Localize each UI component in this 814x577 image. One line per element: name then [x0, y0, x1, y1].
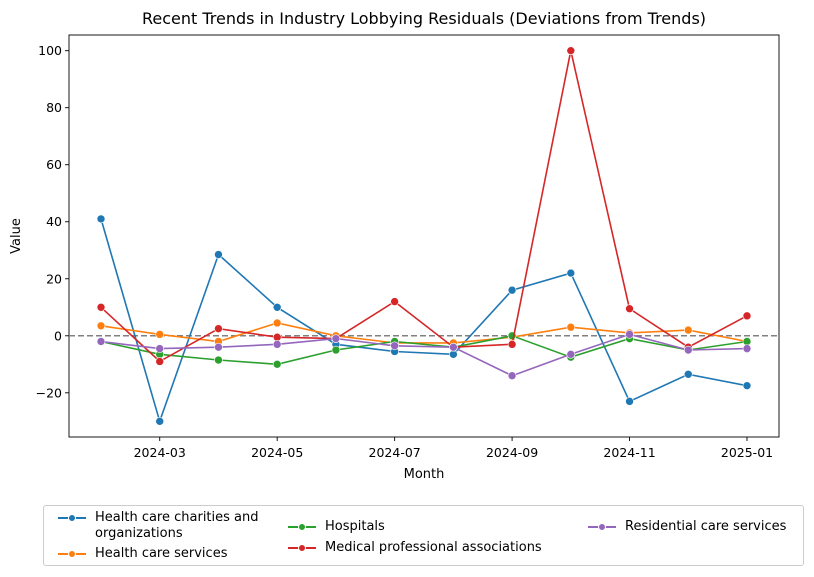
legend: Health care charities and organizations … [43, 505, 804, 566]
data-point [96, 321, 106, 331]
x-tick-label: 2025-01 [721, 445, 773, 460]
data-point [683, 325, 693, 335]
series-line [100, 322, 748, 344]
data-point [214, 250, 223, 259]
data-point [742, 337, 752, 346]
series-2 [96, 331, 752, 369]
data-point [507, 285, 517, 295]
data-point [566, 46, 576, 55]
series-line [100, 334, 748, 366]
data-point [449, 342, 458, 352]
data-point [625, 330, 634, 339]
y-axis-label: Value [9, 218, 24, 254]
series-line [100, 50, 748, 363]
series-line [100, 333, 748, 377]
data-point [507, 340, 517, 349]
legend-label: Hospitals [325, 519, 385, 534]
legend-swatch-residential-care [588, 519, 616, 535]
data-point [390, 297, 399, 306]
data-point [272, 332, 282, 342]
y-tick-label: 100 [38, 43, 62, 58]
legend-label: Health care charities and organizations [95, 510, 259, 541]
data-point [96, 302, 106, 312]
legend-swatch-health-care-charities [58, 510, 86, 526]
data-point [96, 214, 106, 224]
series-0 [96, 214, 752, 426]
data-point [507, 371, 517, 381]
x-tick-label: 2024-09 [486, 445, 538, 460]
data-point [566, 322, 576, 332]
legend-swatch-medical-professional [288, 540, 316, 556]
legend-item-hospitals: Hospitals [288, 519, 385, 535]
chart-title: Recent Trends in Industry Lobbying Resid… [142, 9, 706, 28]
x-axis-label: Month [404, 467, 445, 482]
legend-item-health-care-charities: Health care charities and organizations [58, 510, 259, 542]
data-point [625, 397, 634, 406]
x-tick-label: 2024-03 [134, 445, 186, 460]
legend-swatch-health-care-services [58, 546, 86, 562]
data-point [155, 417, 165, 426]
legend-label: Health care services [95, 546, 228, 561]
data-point [742, 344, 752, 353]
data-point [742, 311, 752, 321]
y-tick-label: 0 [54, 328, 62, 343]
data-point [155, 357, 165, 366]
y-tick-label: 20 [46, 271, 62, 286]
data-point [683, 345, 693, 355]
legend-item-medical-professional: Medical professional associations [288, 540, 542, 556]
data-point [214, 342, 223, 352]
y-tick-label: 80 [46, 100, 62, 115]
data-point [155, 344, 165, 353]
y-tick-label: 40 [46, 214, 62, 229]
data-point [625, 304, 634, 314]
data-point [683, 369, 693, 379]
data-point [155, 330, 165, 339]
data-point [449, 350, 458, 359]
x-tick-label: 2024-05 [251, 445, 303, 460]
y-tick-label: 60 [46, 157, 62, 172]
data-point [272, 359, 282, 369]
data-point [96, 337, 106, 346]
legend-label: Residential care services [625, 519, 787, 534]
data-point [272, 340, 282, 349]
data-point [272, 318, 282, 328]
data-point [566, 350, 576, 359]
x-tick-label: 2024-11 [603, 445, 655, 460]
data-point [272, 302, 282, 312]
data-point [214, 324, 223, 333]
data-point [331, 334, 341, 343]
legend-swatch-hospitals [288, 519, 316, 535]
legend-item-health-care-services: Health care services [58, 546, 227, 562]
series-line [100, 218, 748, 424]
data-point [742, 381, 752, 390]
data-point [331, 345, 341, 355]
data-point [214, 355, 223, 365]
data-point [390, 341, 399, 351]
legend-label: Medical professional associations [325, 540, 542, 555]
series-4 [96, 330, 752, 381]
x-tick-label: 2024-07 [369, 445, 421, 460]
y-tick-label: −20 [36, 385, 62, 400]
series-3 [96, 46, 752, 366]
data-point [566, 268, 576, 278]
legend-item-residential-care: Residential care services [588, 519, 786, 535]
plot-frame [68, 34, 780, 438]
